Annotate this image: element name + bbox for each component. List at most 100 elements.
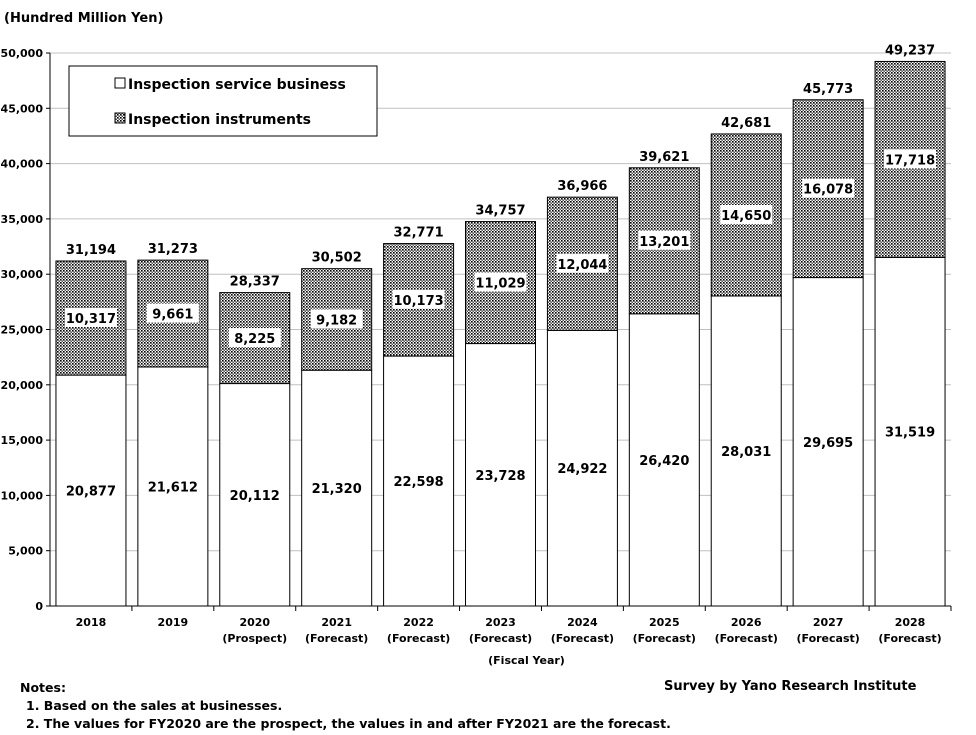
bar-inspection-service — [219, 383, 291, 607]
x-tick-sublabel: (Forecast) — [387, 632, 450, 645]
data-label-box — [638, 230, 691, 250]
data-label-total: 31,194 — [66, 243, 116, 258]
bars — [55, 60, 946, 607]
legend-swatch-service — [114, 77, 126, 89]
data-label-instruments: 17,718 — [885, 153, 935, 168]
x-tick-sublabel: (Prospect) — [222, 632, 287, 645]
x-tick-sublabel: (Forecast) — [878, 632, 941, 645]
data-label-total: 28,337 — [230, 275, 280, 290]
legend-label-instruments: Inspection instruments — [128, 112, 311, 128]
data-label-instruments: 13,201 — [639, 235, 689, 250]
x-tick-label: 2021 — [321, 616, 352, 629]
data-label-instruments: 16,078 — [803, 183, 853, 198]
y-tick-label: 0 — [35, 600, 43, 613]
data-label-instruments: 9,182 — [316, 313, 357, 328]
x-tick-label: 2028 — [895, 616, 926, 629]
data-label-service: 23,728 — [475, 469, 525, 484]
x-axis-title: (Fiscal Year) — [488, 654, 565, 667]
bar-inspection-service — [383, 355, 455, 607]
x-tick-label: 2025 — [649, 616, 680, 629]
data-label-service: 26,420 — [639, 454, 689, 469]
bar-inspection-service — [874, 256, 946, 607]
x-tick-label: 2024 — [567, 616, 598, 629]
data-label-total: 31,273 — [148, 242, 198, 257]
y-tick-label: 20,000 — [1, 379, 44, 392]
y-tick-label: 45,000 — [1, 102, 44, 115]
x-tick-label: 2019 — [158, 616, 189, 629]
x-tick-sublabel: (Forecast) — [551, 632, 614, 645]
bar-inspection-service — [137, 366, 209, 607]
data-label-box — [556, 253, 609, 273]
data-label-service: 20,112 — [230, 489, 280, 504]
data-label-box — [146, 303, 199, 323]
data-label-service: 28,031 — [721, 445, 771, 460]
y-tick-label: 25,000 — [1, 324, 44, 337]
bar-inspection-service — [55, 374, 127, 607]
data-label-total: 49,237 — [885, 43, 935, 58]
data-label-service: 29,695 — [803, 436, 853, 451]
bar-inspection-service — [628, 313, 700, 607]
legend-swatch-instruments — [114, 112, 126, 124]
data-label-service: 31,519 — [885, 426, 935, 441]
data-label-total: 45,773 — [803, 82, 853, 97]
note-item-1: 1. Based on the sales at businesses. — [26, 698, 283, 713]
data-label-box — [802, 178, 855, 198]
bar-inspection-service — [301, 369, 373, 607]
x-tick-label: 2018 — [76, 616, 107, 629]
y-tick-label: 40,000 — [1, 158, 44, 171]
data-label-service: 21,320 — [312, 482, 362, 497]
x-tick-label: 2027 — [813, 616, 844, 629]
data-label-total: 42,681 — [721, 116, 771, 131]
data-label-instruments: 8,225 — [234, 332, 275, 347]
data-label-service: 24,922 — [557, 462, 607, 477]
data-label-service: 22,598 — [394, 475, 444, 490]
data-label-box — [392, 289, 445, 309]
data-label-box — [720, 204, 773, 224]
y-tick-label: 30,000 — [1, 268, 44, 281]
data-label-service: 20,877 — [66, 485, 116, 500]
data-label-instruments: 9,661 — [152, 308, 193, 323]
x-tick-label: 2020 — [239, 616, 270, 629]
bar-inspection-service — [710, 295, 782, 607]
y-tick-label: 15,000 — [1, 434, 44, 447]
x-tick-sublabel: (Forecast) — [305, 632, 368, 645]
data-label-box — [228, 328, 281, 348]
y-tick-label: 5,000 — [8, 545, 43, 558]
x-tick-label: 2026 — [731, 616, 762, 629]
data-label-instruments: 11,029 — [475, 277, 525, 292]
x-tick-label: 2022 — [403, 616, 434, 629]
y-tick-label: 50,000 — [1, 47, 44, 60]
data-label-instruments: 10,317 — [66, 312, 116, 327]
notes-heading: Notes: — [20, 680, 66, 695]
x-tick-label: 2023 — [485, 616, 516, 629]
legend-label-service: Inspection service business — [128, 77, 346, 93]
data-label-total: 30,502 — [312, 251, 362, 266]
y-tick-label: 35,000 — [1, 213, 44, 226]
data-label-instruments: 14,650 — [721, 209, 771, 224]
notes: Notes: 1. Based on the sales at business… — [20, 679, 671, 733]
data-label-total: 36,966 — [557, 179, 607, 194]
data-labels: 20,877 10,317 31,194 21,612 9,661 31,273 20,11… — [64, 43, 937, 504]
unit-label: (Hundred Million Yen) — [4, 11, 164, 26]
data-label-box — [310, 309, 363, 329]
data-label-box — [884, 149, 937, 169]
data-label-total: 39,621 — [639, 150, 689, 165]
x-tick-sublabel: (Forecast) — [469, 632, 532, 645]
data-label-total: 34,757 — [475, 204, 525, 219]
source-credit: Survey by Yano Research Institute — [664, 679, 917, 694]
data-label-total: 32,771 — [394, 226, 444, 241]
data-label-box — [474, 272, 527, 292]
bar-inspection-service — [465, 343, 536, 607]
bar-inspection-service — [792, 277, 864, 607]
stacked-bar-chart: 0 5,000 10,000 15,000 20,000 25,000 30,000 35,0… — [1, 43, 952, 667]
x-tick-sublabel: (Forecast) — [796, 632, 859, 645]
x-tick-sublabel: (Forecast) — [715, 632, 778, 645]
data-label-instruments: 12,044 — [557, 258, 607, 273]
data-label-instruments: 10,173 — [394, 294, 444, 309]
x-tick-sublabel: (Forecast) — [633, 632, 696, 645]
legend: Inspection service business Inspection in… — [68, 65, 378, 137]
y-tick-label: 10,000 — [1, 489, 44, 502]
data-label-service: 21,612 — [148, 480, 198, 495]
data-label-box — [64, 308, 117, 328]
note-item-2: 2. The values for FY2020 are the prospec… — [26, 716, 671, 731]
